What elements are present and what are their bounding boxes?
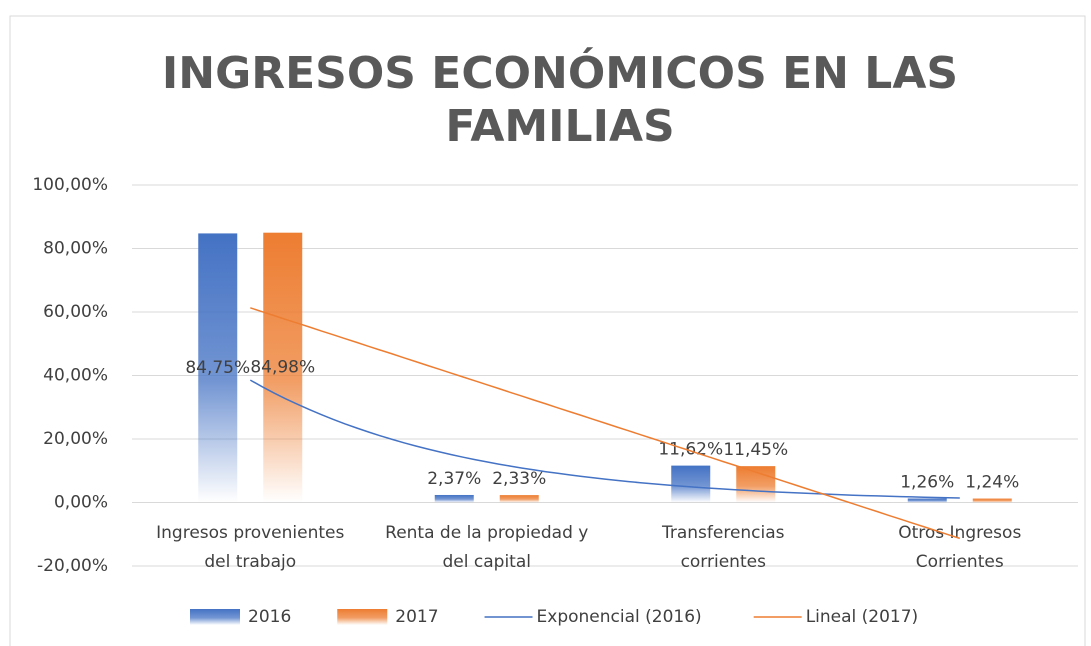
- y-tick-label: 100,00%: [32, 175, 108, 195]
- bar: [671, 465, 711, 503]
- y-tick-label: 40,00%: [43, 366, 108, 386]
- data-label: 1,24%: [965, 473, 1019, 493]
- x-tick-label: Otros Ingresos: [898, 523, 1021, 543]
- x-tick-label: corrientes: [681, 552, 767, 572]
- y-tick-label: 0,00%: [54, 493, 108, 513]
- legend-swatch: [337, 609, 388, 625]
- legend-label: Exponencial (2016): [537, 607, 702, 627]
- legend-label: Lineal (2017): [806, 607, 919, 627]
- y-tick-label: -20,00%: [37, 556, 108, 576]
- legend-swatch: [190, 609, 240, 625]
- bar: [907, 498, 947, 503]
- data-label: 11,62%: [658, 440, 723, 460]
- data-label: 11,45%: [723, 440, 788, 460]
- y-tick-label: 20,00%: [43, 429, 108, 449]
- trendline: [249, 379, 960, 499]
- bar: [434, 494, 474, 503]
- bar: [972, 498, 1012, 503]
- legend-label: 2017: [395, 607, 438, 627]
- x-tick-label: Transferencias: [661, 523, 785, 543]
- data-label: 84,75%: [185, 358, 250, 378]
- bar: [499, 495, 539, 503]
- x-tick-label: Ingresos provenientes: [156, 523, 344, 543]
- x-tick-label: Corrientes: [916, 552, 1004, 572]
- chart-frame: [9, 15, 1086, 646]
- y-tick-label: 80,00%: [43, 239, 108, 259]
- bar: [198, 233, 238, 503]
- legend-label: 2016: [248, 607, 291, 627]
- x-tick-label: del trabajo: [204, 552, 296, 572]
- bar: [263, 232, 303, 503]
- y-tick-label: 60,00%: [43, 302, 108, 322]
- data-label: 2,33%: [492, 469, 546, 489]
- x-tick-label: Renta de la propiedad y: [385, 523, 588, 543]
- x-tick-label: del capital: [443, 552, 531, 572]
- trendline: [250, 307, 961, 540]
- chart-title: FAMILIAS: [445, 101, 674, 152]
- data-label: 1,26%: [900, 472, 954, 492]
- data-label: 84,98%: [250, 358, 315, 378]
- chart-title: INGRESOS ECONÓMICOS EN LAS: [162, 46, 958, 99]
- data-label: 2,37%: [427, 469, 481, 489]
